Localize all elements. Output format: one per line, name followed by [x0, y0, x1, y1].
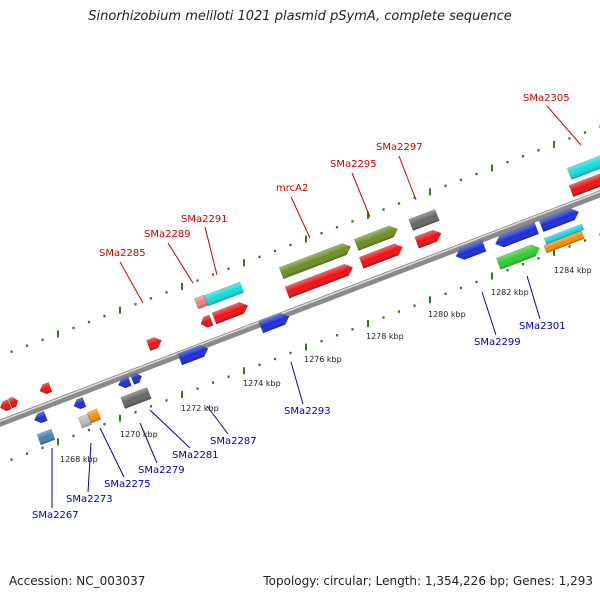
scale-label-1272: 1272 kbp	[181, 404, 219, 413]
leader-SMa2299	[481, 291, 497, 336]
gene-arrow[interactable]	[78, 413, 92, 429]
gene-arrow[interactable]	[566, 152, 600, 180]
gene-label-SMa2301[interactable]: SMa2301	[519, 321, 566, 332]
leader-SMa2301	[526, 275, 541, 320]
gene-arrow[interactable]	[33, 410, 48, 425]
gene-arrow[interactable]	[130, 372, 144, 385]
gene-arrow[interactable]	[194, 294, 208, 310]
gene-arrow[interactable]	[211, 300, 250, 325]
gene-arrow[interactable]	[258, 311, 291, 334]
gene-label-SMa2291[interactable]: SMa2291	[181, 214, 228, 225]
leader-mrcA2	[290, 196, 311, 239]
gene-label-SMa2293[interactable]: SMa2293	[284, 406, 331, 417]
gene-label-SMa2289[interactable]: SMa2289	[144, 229, 191, 240]
leader-SMa2295	[351, 172, 371, 218]
leader-SMa2289	[167, 242, 194, 284]
gene-arrow[interactable]	[199, 314, 214, 329]
scale-label-1276: 1276 kbp	[304, 355, 342, 364]
gene-label-SMa2299[interactable]: SMa2299	[474, 337, 521, 348]
topology-summary: Topology: circular; Length: 1,354,226 bp…	[263, 574, 593, 588]
scale-label-1268: 1268 kbp	[60, 455, 98, 464]
gene-arrow[interactable]	[72, 397, 87, 410]
gene-label-SMa2281[interactable]: SMa2281	[172, 450, 219, 461]
label-leaders	[51, 105, 582, 508]
leader-SMa2305	[546, 105, 582, 146]
scale-label-1270: 1270 kbp	[120, 430, 158, 439]
gene-label-SMa2285[interactable]: SMa2285	[99, 248, 146, 259]
gene-arrow[interactable]	[87, 408, 101, 424]
gene-label-SMa2273[interactable]: SMa2273	[66, 494, 113, 505]
leader-SMa2273	[87, 442, 92, 493]
gene-arrow[interactable]	[117, 375, 132, 390]
gene-arrow[interactable]	[8, 396, 19, 409]
leader-SMa2279	[139, 422, 158, 464]
gene-arrow[interactable]	[408, 209, 440, 231]
backbone-strand	[0, 190, 600, 427]
leader-SMa2285	[119, 261, 144, 304]
gene-arrow[interactable]	[284, 262, 355, 299]
accession-text: Accession: NC_003037	[9, 574, 146, 588]
scale-label-1278: 1278 kbp	[366, 332, 404, 341]
gene-arrow[interactable]	[36, 428, 56, 446]
gene-label-SMa2305[interactable]: SMa2305	[523, 93, 570, 104]
gene-label-mrcA2[interactable]: mrcA2	[276, 183, 308, 194]
leader-SMa2281	[149, 409, 191, 449]
scale-label-1280: 1280 kbp	[428, 310, 466, 319]
scale-label-1274: 1274 kbp	[243, 379, 281, 388]
scale-label-1282: 1282 kbp	[491, 288, 529, 297]
gene-arrow[interactable]	[38, 382, 53, 395]
gene-arrow[interactable]	[146, 335, 163, 351]
gene-arrow[interactable]	[543, 223, 585, 245]
backbone-highlight	[0, 191, 600, 422]
gene-arrow[interactable]	[0, 399, 12, 413]
gene-label-SMa2279[interactable]: SMa2279	[138, 465, 185, 476]
leader-SMa2293	[290, 361, 304, 405]
gene-arrow[interactable]	[358, 242, 404, 269]
leader-SMa2287	[206, 405, 229, 435]
gene-label-SMa2287[interactable]: SMa2287	[210, 436, 257, 447]
gene-arrow[interactable]	[454, 239, 487, 262]
map-title: Sinorhizobium meliloti 1021 plasmid pSym…	[88, 9, 512, 24]
gene-label-SMa2267[interactable]: SMa2267	[32, 510, 79, 521]
gene-arrow[interactable]	[493, 222, 540, 250]
gene-features	[0, 152, 600, 446]
gene-arrow[interactable]	[203, 281, 245, 307]
gene-label-SMa2295[interactable]: SMa2295	[330, 159, 377, 170]
gene-arrow[interactable]	[568, 171, 600, 198]
scale-label-1284: 1284 kbp	[554, 266, 592, 275]
leader-SMa2297	[398, 155, 417, 201]
leader-SMa2275	[99, 427, 125, 478]
gene-arrow[interactable]	[495, 243, 541, 270]
gene-arrow[interactable]	[177, 343, 210, 366]
leader-SMa2291	[204, 226, 218, 276]
tick-marks	[10, 125, 600, 461]
gene-arrow[interactable]	[543, 230, 585, 254]
gene-arrow[interactable]	[278, 241, 352, 280]
gene-label-SMa2297[interactable]: SMa2297	[376, 142, 423, 153]
gene-arrow[interactable]	[120, 387, 152, 409]
gene-arrow[interactable]	[414, 228, 444, 249]
gene-arrow[interactable]	[353, 224, 399, 251]
gene-arrow[interactable]	[538, 206, 581, 233]
gene-label-SMa2275[interactable]: SMa2275	[104, 479, 151, 490]
